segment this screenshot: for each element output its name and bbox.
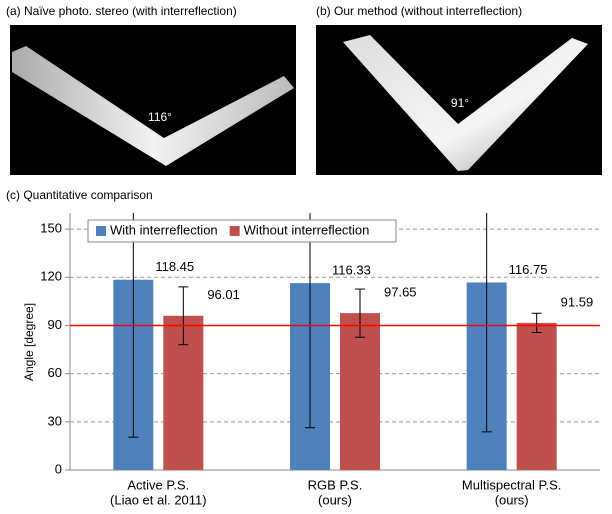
legend-label: Without interreflection <box>244 222 370 237</box>
y-axis-label: Angle [degree] <box>22 303 36 381</box>
bar <box>517 323 557 470</box>
chart-title: (c) Quantitative comparison <box>6 188 153 202</box>
x-tick-label: (ours) <box>318 492 352 507</box>
x-tick-label: Multispectral P.S. <box>462 477 561 492</box>
y-tick-label: 150 <box>40 221 62 236</box>
data-label: 91.59 <box>561 294 594 309</box>
y-tick-label: 60 <box>48 365 62 380</box>
y-tick-label: 0 <box>55 461 62 476</box>
y-tick-label: 120 <box>40 269 62 284</box>
panel-label: (b) Our method (without interreflection) <box>316 4 522 18</box>
x-tick-label: Active P.S. <box>127 477 189 492</box>
data-label: 97.65 <box>384 285 417 300</box>
angle-label: 116° <box>148 110 172 124</box>
data-label: 116.75 <box>509 262 548 277</box>
legend-swatch <box>230 226 240 236</box>
figure: (a) Naïve photo. stereo (with interrefle… <box>0 0 612 514</box>
data-label: 118.45 <box>155 259 194 274</box>
y-tick-label: 90 <box>48 317 62 332</box>
panel-label: (a) Naïve photo. stereo (with interrefle… <box>6 4 237 18</box>
angle-label: 91° <box>451 96 469 110</box>
data-label: 96.01 <box>207 287 240 302</box>
y-tick-label: 30 <box>48 413 62 428</box>
legend-label: With interreflection <box>110 222 218 237</box>
x-tick-label: RGB P.S. <box>308 477 363 492</box>
data-label: 116.33 <box>332 263 371 278</box>
x-tick-label: (Liao et al. 2011) <box>110 492 207 507</box>
x-tick-label: (ours) <box>495 492 529 507</box>
legend-swatch <box>96 226 106 236</box>
